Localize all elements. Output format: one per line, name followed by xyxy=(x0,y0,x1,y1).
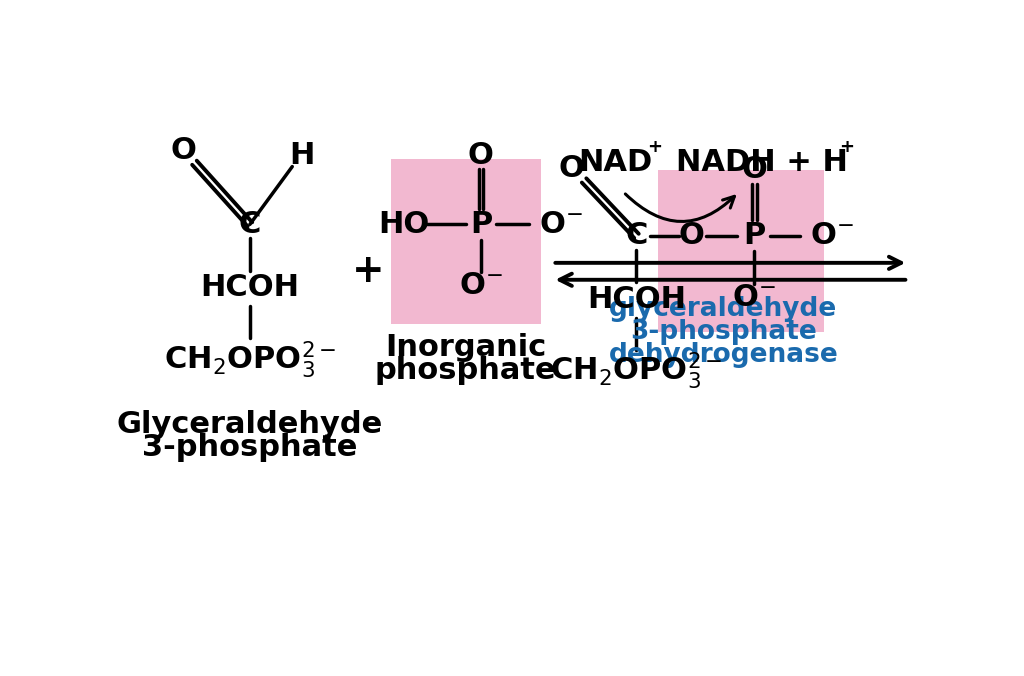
Text: NAD: NAD xyxy=(579,148,652,177)
Text: glyceraldehyde: glyceraldehyde xyxy=(609,296,838,322)
Text: C: C xyxy=(626,222,647,250)
Text: 3-phosphate: 3-phosphate xyxy=(630,319,817,345)
Text: CH$_2$OPO$_3^{2-}$: CH$_2$OPO$_3^{2-}$ xyxy=(164,339,336,380)
Text: O: O xyxy=(741,155,767,184)
Bar xyxy=(391,159,541,324)
Text: 3-phosphate: 3-phosphate xyxy=(142,433,357,462)
Text: Glyceraldehyde: Glyceraldehyde xyxy=(117,410,383,439)
Bar xyxy=(658,170,823,332)
Text: O$^{-}$: O$^{-}$ xyxy=(732,283,776,312)
Text: H: H xyxy=(289,141,314,170)
Text: +: + xyxy=(351,251,384,289)
Text: +: + xyxy=(647,139,662,156)
Text: NADH + H: NADH + H xyxy=(676,148,848,177)
Text: O: O xyxy=(468,141,494,170)
Text: +: + xyxy=(839,139,854,156)
Text: HO: HO xyxy=(378,210,429,239)
Text: P: P xyxy=(470,210,493,239)
Text: dehydrogenase: dehydrogenase xyxy=(608,342,839,368)
Text: O: O xyxy=(679,222,705,250)
Text: CH$_2$OPO$_3^{2-}$: CH$_2$OPO$_3^{2-}$ xyxy=(550,350,723,391)
Text: Inorganic: Inorganic xyxy=(385,333,546,362)
Text: P: P xyxy=(743,222,765,250)
Text: O$^{-}$: O$^{-}$ xyxy=(810,222,854,250)
Text: O: O xyxy=(171,136,197,165)
Text: HCOH: HCOH xyxy=(201,273,299,302)
Text: O$^{-}$: O$^{-}$ xyxy=(459,272,503,300)
Text: O: O xyxy=(559,153,585,183)
Text: HCOH: HCOH xyxy=(587,285,686,314)
Text: O$^{-}$: O$^{-}$ xyxy=(539,210,583,239)
Text: C: C xyxy=(239,210,261,239)
Text: phosphate: phosphate xyxy=(375,356,556,385)
